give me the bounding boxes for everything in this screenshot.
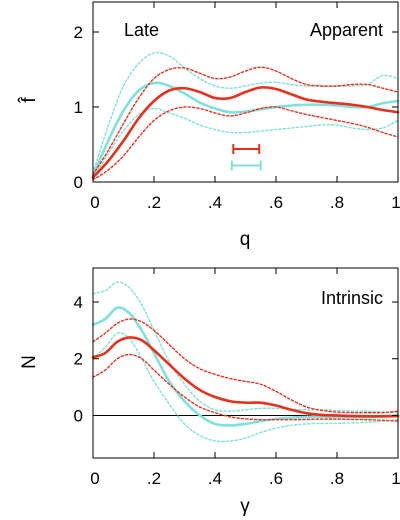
bottom-x-tick-label: .4 xyxy=(208,469,222,488)
bottom-y-tick-label: 0 xyxy=(74,406,83,425)
panel-label-apparent: Apparent xyxy=(310,20,383,40)
top-x-tick-label: .6 xyxy=(269,193,283,212)
bottom-y-tick-label: 4 xyxy=(74,293,83,312)
bottom-x-tick-label: 1 xyxy=(391,469,400,488)
panel-intrinsic: 0 .2 .4 .6 .8 1 0 2 4 Intrinsic N γ xyxy=(19,267,400,517)
bottom-curves xyxy=(91,281,400,443)
top-series-cyan-solid-0 xyxy=(91,81,400,178)
top-x-tick-label: 1 xyxy=(391,193,400,212)
top-y-tick-label: 2 xyxy=(74,23,83,42)
bottom-x-tick-label: 0 xyxy=(90,469,99,488)
top-ticks: 0 .2 .4 .6 .8 1 0 1 2 xyxy=(74,2,400,212)
top-y-axis-title: f̂ xyxy=(18,96,40,104)
top-curves xyxy=(91,51,400,181)
bottom-x-tick-label: .2 xyxy=(147,469,161,488)
bottom-x-tick-label: .8 xyxy=(330,469,344,488)
top-series-red-dotted-5 xyxy=(92,106,399,181)
top-y-tick-label: 0 xyxy=(74,173,83,192)
top-x-tick-label: .4 xyxy=(208,193,222,212)
top-x-tick-label: .8 xyxy=(330,193,344,212)
panel-late-apparent: 0 .2 .4 .6 .8 1 0 1 2 Late Apparent f̂ q xyxy=(18,1,400,250)
bottom-y-tick-label: 2 xyxy=(74,350,83,369)
top-x-tick-label: .2 xyxy=(147,193,161,212)
top-series-red-solid-3 xyxy=(91,86,400,179)
bottom-y-axis-title: N xyxy=(19,355,40,369)
panel-label-late: Late xyxy=(124,20,159,40)
bottom-series-red-solid-3 xyxy=(91,336,400,418)
top-x-axis-title: q xyxy=(240,229,251,250)
panel-label-intrinsic: Intrinsic xyxy=(321,288,383,308)
bottom-series-red-dotted-4 xyxy=(92,318,399,414)
top-y-tick-label: 1 xyxy=(74,98,83,117)
bottom-series-cyan-dotted-1 xyxy=(92,281,399,414)
bottom-axes-frame xyxy=(92,267,399,459)
bottom-ticks: 0 .2 .4 .6 .8 1 0 2 4 xyxy=(74,268,400,488)
top-error-bars xyxy=(230,144,262,171)
top-axes-frame xyxy=(92,1,399,183)
bottom-x-axis-title: γ xyxy=(240,496,250,517)
bottom-series-cyan-solid-0 xyxy=(91,306,400,427)
bottom-x-tick-label: .6 xyxy=(269,469,283,488)
top-series-red-dotted-4 xyxy=(92,66,399,176)
bottom-series-cyan-dotted-2 xyxy=(92,332,399,443)
top-x-tick-label: 0 xyxy=(90,193,99,212)
top-series-cyan-dotted-1 xyxy=(92,51,399,174)
bottom-series-red-dotted-5 xyxy=(92,353,399,422)
error-bar-cyan xyxy=(230,160,262,171)
error-bar-red xyxy=(232,144,261,154)
